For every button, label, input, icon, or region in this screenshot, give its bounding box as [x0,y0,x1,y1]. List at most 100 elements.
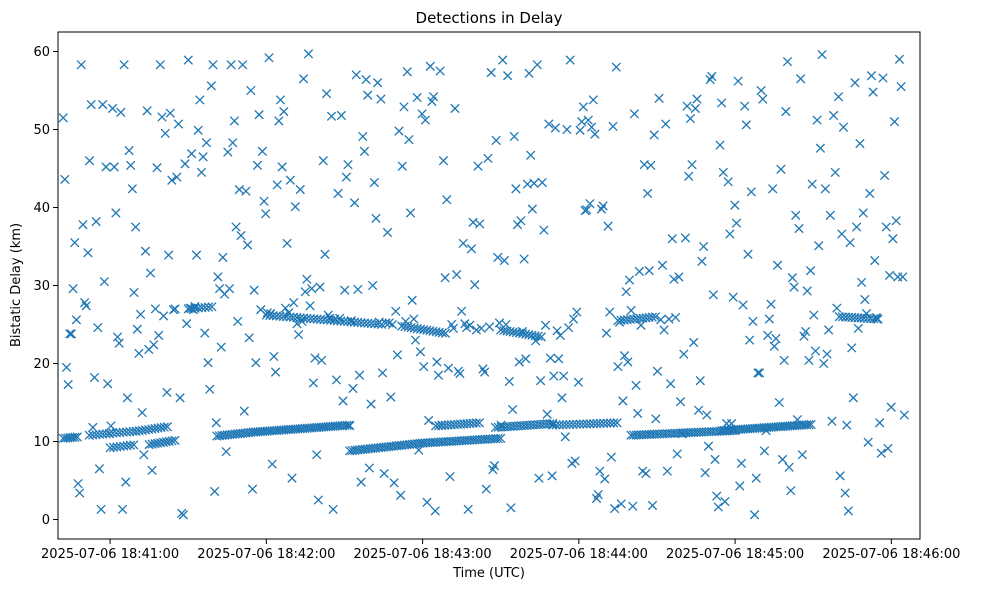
data-point [832,303,842,313]
data-point [435,66,445,76]
data-point [609,418,619,428]
data-point [58,113,68,123]
data-point [595,466,605,476]
data-point [631,380,641,390]
data-point [106,421,116,431]
data-point [685,113,696,124]
data-point [695,376,705,386]
data-point [646,160,656,171]
data-point [116,107,126,117]
data-point [407,295,417,305]
data-point [175,393,185,403]
data-point [397,161,407,171]
data-point [261,209,271,219]
data-point [552,326,562,336]
data-point [554,354,564,364]
data-point [101,162,111,172]
data-point [387,319,398,330]
data-point [409,314,419,324]
data-point [544,119,554,129]
data-point [493,433,503,444]
data-point [624,275,635,285]
data-point [605,418,616,428]
data-point [787,273,798,283]
data-point [440,273,450,283]
data-point [402,67,412,77]
data-point [629,109,640,119]
data-point [891,216,901,226]
data-point [373,319,383,329]
y-axis-label: Bistatic Delay (km) [9,223,24,347]
data-point [369,177,379,188]
data-point [702,410,712,420]
x-tick-label: 2025-07-06 18:41:00 [41,547,179,562]
data-point [193,125,203,135]
data-point [254,110,264,120]
data-point [65,329,75,339]
x-tick-label: 2025-07-06 18:45:00 [666,547,804,562]
data-point [111,208,121,218]
data-point [598,201,608,211]
data-point [484,322,495,332]
data-point [828,110,839,121]
data-point [535,376,546,386]
x-tick-label: 2025-07-06 18:46:00 [822,547,960,562]
data-point [623,357,633,367]
data-point [647,312,657,322]
data-point [89,372,100,383]
data-point [768,184,778,194]
data-point [712,491,722,501]
data-point [348,383,358,394]
data-point [539,225,549,235]
data-point [889,117,900,127]
data-point [791,210,801,220]
data-point [692,94,702,104]
data-point [644,266,654,276]
data-point [596,204,607,214]
data-point [450,103,460,114]
data-point [96,504,106,515]
data-point [872,314,882,324]
data-point [503,71,513,81]
data-point [200,328,210,338]
data-point [602,418,612,428]
data-point [145,268,156,278]
data-point [514,357,524,367]
data-point [60,174,70,185]
data-point [551,420,561,430]
data-point [728,292,738,302]
data-point [386,392,396,402]
data-point [336,110,347,121]
data-point [669,274,679,284]
data-point [298,74,309,84]
data-point [619,351,630,361]
data-point [754,368,765,378]
data-point [555,330,565,341]
data-point [366,399,376,409]
data-point [371,213,381,224]
data-point [242,240,253,250]
data-point [621,287,631,297]
data-point [573,377,584,387]
data-point [78,220,88,230]
data-point [456,306,467,316]
data-point [132,324,142,334]
data-point [720,496,730,507]
data-point [851,222,862,232]
data-point [735,481,745,491]
data-point [802,286,812,296]
data-point [519,254,529,264]
data-point [246,85,256,96]
data-point [575,125,585,135]
data-point [657,260,668,270]
data-point [598,418,609,428]
data-point [251,358,261,368]
data-point [443,363,454,373]
data-point [776,164,786,174]
data-point [746,187,756,197]
data-point [445,471,455,482]
data-point [744,335,755,345]
data-point [376,94,386,104]
data-point [789,282,799,292]
data-point [817,49,827,60]
